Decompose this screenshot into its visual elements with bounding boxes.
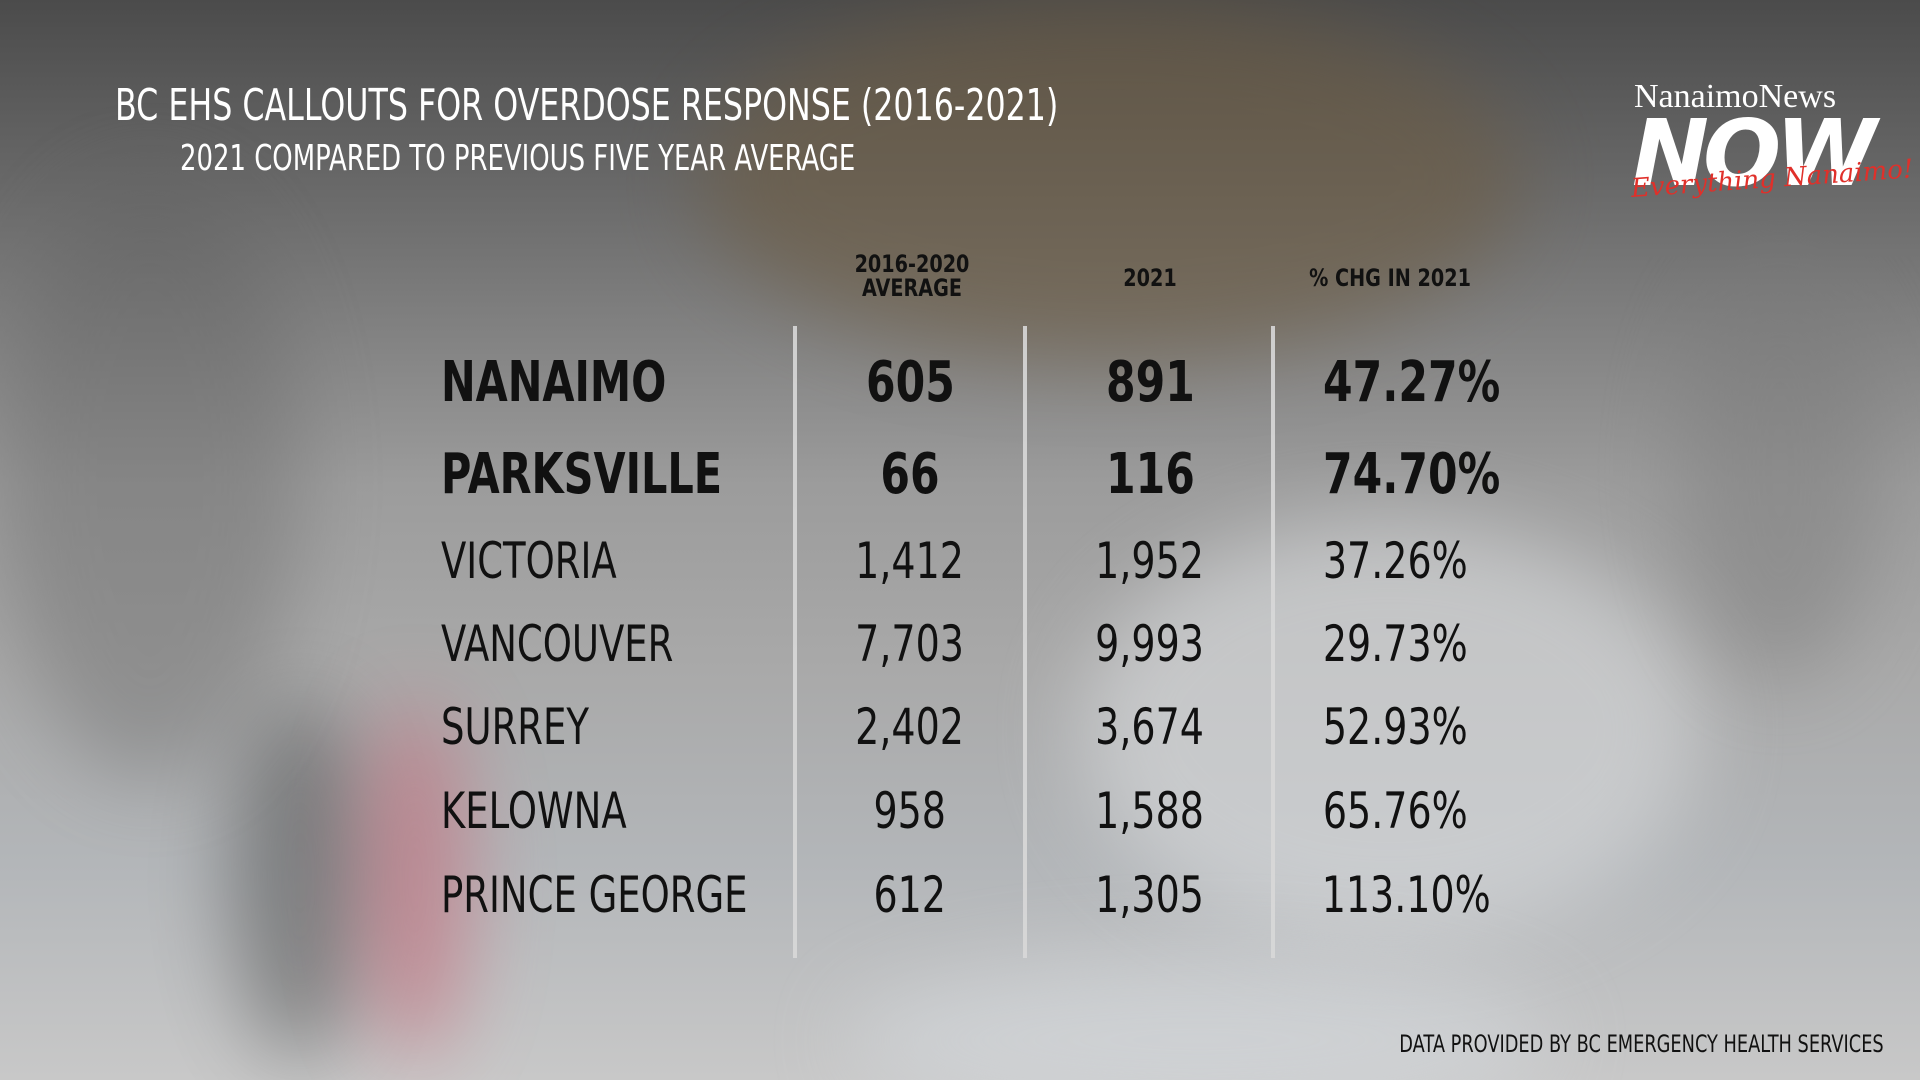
average-value: 958 [810, 782, 1010, 840]
column-divider [1271, 326, 1275, 958]
city-label: KELOWNA [441, 782, 627, 840]
value-2021-text: 9,993 [1095, 615, 1205, 673]
column-divider [793, 326, 797, 958]
average-value: 7,703 [810, 615, 1010, 673]
table-row: NANAIMO 605 891 47.27% [0, 350, 1920, 430]
average-value: 605 [810, 350, 1010, 415]
table-row: KELOWNA 958 1,588 65.76% [0, 782, 1920, 862]
table-row: VICTORIA 1,412 1,952 37.26% [0, 532, 1920, 612]
value-2021: 9,993 [1050, 615, 1250, 673]
value-2021: 891 [1050, 350, 1250, 415]
value-2021-text: 1,952 [1095, 532, 1205, 590]
column-header-average-line1: 2016-2020 [854, 250, 970, 278]
value-2021-text: 116 [1105, 442, 1195, 507]
city-label: PARKSVILLE [441, 442, 723, 507]
column-header-2021: 2021 [1123, 264, 1177, 292]
average-value-text: 605 [865, 350, 955, 415]
average-value-text: 958 [873, 782, 947, 840]
city-label: VANCOUVER [441, 615, 674, 673]
pct-change-value-text: 65.76% [1322, 782, 1468, 840]
average-value-text: 66 [880, 442, 940, 507]
value-2021: 3,674 [1050, 698, 1250, 756]
column-header-pct-change: % CHG IN 2021 [1309, 264, 1471, 292]
pct-change-value: 37.26% [1295, 532, 1495, 590]
pct-change-value-text: 29.73% [1322, 615, 1468, 673]
average-value: 2,402 [810, 698, 1010, 756]
average-value-text: 7,703 [855, 615, 965, 673]
average-value-text: 612 [873, 866, 947, 924]
table-row: VANCOUVER 7,703 9,993 29.73% [0, 615, 1920, 695]
column-divider [1023, 326, 1027, 958]
value-2021: 1,588 [1050, 782, 1250, 840]
pct-change-value: 74.70% [1295, 442, 1500, 507]
table-row: SURREY 2,402 3,674 52.93% [0, 698, 1920, 778]
average-value-text: 2,402 [855, 698, 965, 756]
value-2021-text: 3,674 [1095, 698, 1205, 756]
logo-line2: NOW [1632, 100, 1877, 207]
value-2021-text: 891 [1105, 350, 1195, 415]
pct-change-value: 52.93% [1295, 698, 1495, 756]
column-header-average: 2016-2020 AVERAGE [832, 252, 992, 300]
average-value: 612 [810, 866, 1010, 924]
source-note: DATA PROVIDED BY BC EMERGENCY HEALTH SER… [1399, 1030, 1884, 1058]
pct-change-value: 47.27% [1295, 350, 1500, 415]
column-header-average-line2: AVERAGE [861, 274, 963, 302]
pct-change-value: 29.73% [1295, 615, 1495, 673]
average-value: 1,412 [810, 532, 1010, 590]
value-2021: 1,952 [1050, 532, 1250, 590]
chart-title: BC EHS CALLOUTS FOR OVERDOSE RESPONSE (2… [115, 80, 1059, 131]
value-2021: 116 [1050, 442, 1250, 507]
table-row: PRINCE GEORGE 612 1,305 113.10% [0, 866, 1920, 946]
logo-line1: NanaimoNews [1634, 78, 1837, 115]
city-label: PRINCE GEORGE [441, 866, 748, 924]
pct-change-value-text: 47.27% [1322, 350, 1501, 415]
pct-change-value-text: 52.93% [1322, 698, 1468, 756]
table-row: PARKSVILLE 66 116 74.70% [0, 442, 1920, 522]
chart-subtitle: 2021 COMPARED TO PREVIOUS FIVE YEAR AVER… [180, 138, 856, 179]
value-2021: 1,305 [1050, 866, 1250, 924]
city-label: SURREY [441, 698, 589, 756]
value-2021-text: 1,588 [1095, 782, 1205, 840]
pct-change-value: 65.76% [1295, 782, 1495, 840]
brand-logo: NanaimoNews NOW Everything Nanaimo! [1630, 78, 1914, 208]
city-label: VICTORIA [441, 532, 617, 590]
value-2021-text: 1,305 [1095, 866, 1205, 924]
average-value: 66 [810, 442, 1010, 507]
pct-change-value: 113.10% [1295, 866, 1495, 924]
pct-change-value-text: 74.70% [1322, 442, 1501, 507]
city-label: NANAIMO [441, 350, 667, 415]
pct-change-value-text: 113.10% [1321, 866, 1491, 924]
pct-change-value-text: 37.26% [1322, 532, 1468, 590]
average-value-text: 1,412 [855, 532, 965, 590]
